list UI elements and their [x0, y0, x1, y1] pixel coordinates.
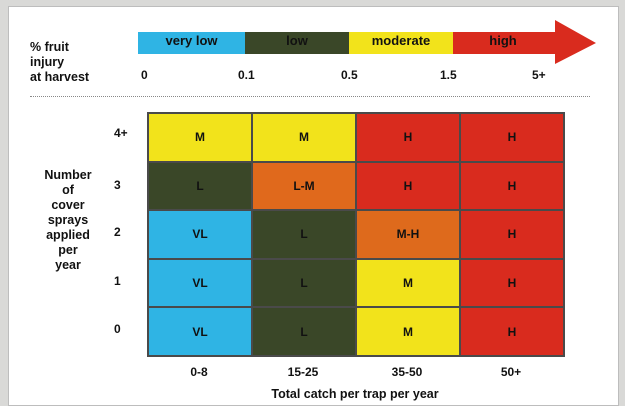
legend-label-low: low [286, 33, 308, 48]
grid-cell: H [356, 113, 460, 162]
grid-cell: H [356, 161, 460, 211]
legend-title-line1: % fruit [30, 40, 69, 54]
grid-cell: VL [148, 258, 252, 308]
grid-cell: M [356, 307, 460, 356]
y-tick-3: 3 [114, 178, 121, 192]
legend-label-moderate: moderate [371, 33, 431, 48]
grid-cell: H [460, 113, 564, 162]
y-tick-1: 1 [114, 274, 121, 288]
y-tick-0: 0 [114, 322, 121, 336]
grid-cell: H [460, 161, 564, 211]
x-tick-15-25: 15-25 [287, 365, 319, 379]
grid-cell: L [252, 307, 356, 356]
legend-arrow [138, 20, 596, 64]
grid-cell: H [460, 258, 564, 308]
legend-tick-0-1: 0.1 [238, 68, 255, 82]
grid-cell: L [252, 258, 356, 308]
grid-cell: M [148, 113, 252, 162]
y-tick-2: 2 [114, 225, 121, 239]
y-axis-title-line: of [62, 183, 74, 197]
grid-cell: H [460, 307, 564, 356]
legend-label-high: high [489, 33, 517, 48]
grid-cell: M [252, 113, 356, 162]
y-axis-title-line: cover [51, 198, 85, 212]
legend-label-very-low: very low [165, 33, 218, 48]
x-tick-35-50: 35-50 [391, 365, 423, 379]
legend-tick-5-plus: 5+ [532, 68, 546, 82]
y-axis-title: Number of cover sprays applied per year [28, 168, 108, 273]
legend-title: % fruit injury at harvest [30, 40, 140, 85]
x-tick-50-plus: 50+ [500, 365, 522, 379]
grid-cell: M-H [356, 210, 460, 259]
y-tick-4-plus: 4+ [114, 126, 128, 140]
x-axis-title: Total catch per trap per year [271, 387, 439, 401]
x-tick-0-8: 0-8 [190, 365, 208, 379]
divider-line [30, 96, 590, 97]
grid-cell: VL [148, 210, 252, 259]
legend-tick-0: 0 [141, 68, 148, 82]
legend-tick-0-5: 0.5 [341, 68, 358, 82]
risk-grid: M M H H L L-M H H VL L M-H H VL L M H VL… [147, 112, 565, 357]
legend-segment-low [245, 32, 349, 54]
grid-cell: L [252, 210, 356, 259]
legend-segment-very-low [138, 32, 245, 54]
y-axis-title-line: sprays [47, 213, 89, 227]
legend-title-line3: at harvest [30, 70, 90, 84]
y-axis-title-line: per [58, 243, 78, 257]
y-axis-title-line: Number [44, 168, 92, 182]
grid-cell: L-M [252, 161, 356, 211]
legend-tick-1-5: 1.5 [440, 68, 457, 82]
legend-title-line2: injury [30, 55, 65, 69]
grid-cell: L [148, 161, 252, 211]
grid-cell: H [460, 210, 564, 259]
legend-segment-moderate [349, 32, 453, 54]
legend-segment-high [453, 20, 596, 64]
y-axis-title-line: applied [46, 228, 90, 242]
grid-cell: VL [148, 307, 252, 356]
y-axis-title-line: year [55, 258, 81, 272]
grid-cell: M [356, 258, 460, 308]
